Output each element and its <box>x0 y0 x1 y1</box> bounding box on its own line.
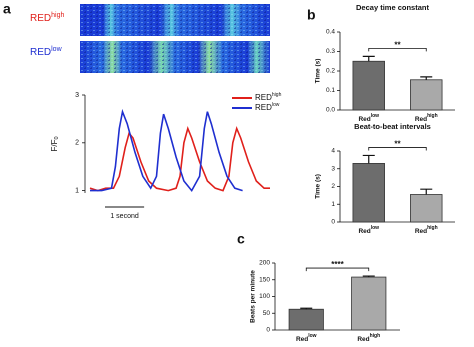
image-label-sup: high <box>51 12 64 19</box>
bar <box>352 163 385 223</box>
legend-label-base: RED <box>255 103 272 112</box>
y-axis-label: Time (s) <box>315 59 322 84</box>
legend-label-sup: high <box>272 92 282 98</box>
y-tick-label: 0.2 <box>326 68 335 75</box>
x-tick-label-base: Red <box>296 336 308 343</box>
y-tick-label: 0.3 <box>326 48 335 55</box>
x-tick-label-sup: high <box>427 113 438 119</box>
x-tick-label-sup: high <box>370 333 381 339</box>
image-label-base: RED <box>30 47 51 58</box>
x-tick-label: Redlow <box>358 113 379 122</box>
error-bar <box>300 307 313 310</box>
legend-label-base: RED <box>255 93 272 102</box>
panel-label: b <box>307 7 316 23</box>
error-bar <box>420 76 433 80</box>
y-axis-label: F/F0 <box>50 136 60 151</box>
image-label-sup: low <box>51 46 62 53</box>
y-tick-label: 100 <box>259 293 270 300</box>
error-bar <box>420 188 433 195</box>
error-bar <box>362 275 375 278</box>
chart-title: Decay time constant <box>356 3 429 12</box>
significance-bracket <box>305 267 370 272</box>
y-axis-label: Beats per minute <box>250 270 257 323</box>
image-label: REDhigh <box>30 12 64 24</box>
panel-label: c <box>237 231 245 247</box>
y-tick-label: 0.1 <box>326 87 335 94</box>
x-tick-label-sup: low <box>371 225 379 231</box>
x-tick-label-base: Red <box>357 336 369 343</box>
y-axis-label-base: F/F <box>50 139 59 151</box>
significance-label: ** <box>394 140 401 149</box>
y-tick-label: 2 <box>331 183 335 190</box>
image-label: REDlow <box>30 46 63 58</box>
y-tick-label: 2 <box>75 140 79 147</box>
y-tick-label: 4 <box>331 148 335 155</box>
significance-label: ** <box>394 40 401 49</box>
y-tick-label: 150 <box>259 276 270 283</box>
x-tick-label: Redhigh <box>357 333 380 342</box>
y-tick-label: 3 <box>75 92 79 99</box>
line-scan-noise <box>80 41 270 73</box>
x-tick-label-base: Red <box>358 228 370 235</box>
y-tick-label: 1 <box>75 187 79 194</box>
x-tick-label-sup: low <box>308 333 316 339</box>
scale-bar-label: 1 second <box>110 213 139 220</box>
y-axis-label-sub: 0 <box>54 136 60 139</box>
image-label-base: RED <box>30 13 51 24</box>
bar <box>288 308 324 331</box>
bar <box>410 194 443 223</box>
trace <box>89 126 270 192</box>
x-tick-label: Redhigh <box>415 113 438 122</box>
error-bar <box>362 55 375 62</box>
legend-label-sup: low <box>272 102 280 108</box>
line-scan-noise <box>80 4 270 36</box>
y-tick-label: 0.4 <box>326 29 335 36</box>
significance-label: **** <box>331 260 344 269</box>
trace <box>90 108 243 193</box>
error-bar <box>362 154 375 164</box>
bar <box>352 60 385 111</box>
y-tick-label: 1 <box>331 201 335 208</box>
x-tick-label-base: Red <box>415 228 427 235</box>
y-axis-label: Time (s) <box>315 174 322 199</box>
y-tick-label: 0 <box>266 327 270 334</box>
x-tick-label-base: Red <box>358 116 370 123</box>
legend-label: REDlow <box>255 102 280 112</box>
chart-title: Beat-to-beat intervals <box>354 122 431 131</box>
x-tick-label: Redhigh <box>415 225 438 234</box>
x-tick-label-sup: high <box>427 225 438 231</box>
significance-bracket <box>368 147 427 151</box>
panel-label: a <box>3 1 11 17</box>
bar <box>410 79 443 111</box>
x-tick-label: Redlow <box>358 225 379 234</box>
y-tick-label: 3 <box>331 165 335 172</box>
x-tick-label: Redlow <box>296 333 317 342</box>
y-tick-label: 0.0 <box>326 107 335 114</box>
y-tick-label: 200 <box>259 260 270 267</box>
x-tick-label-sup: low <box>371 113 379 119</box>
significance-bracket <box>368 47 427 52</box>
bar <box>351 276 387 331</box>
legend-label: REDhigh <box>255 92 282 102</box>
y-tick-label: 50 <box>263 310 271 317</box>
y-tick-label: 0 <box>331 219 335 226</box>
x-tick-label-base: Red <box>415 116 427 123</box>
